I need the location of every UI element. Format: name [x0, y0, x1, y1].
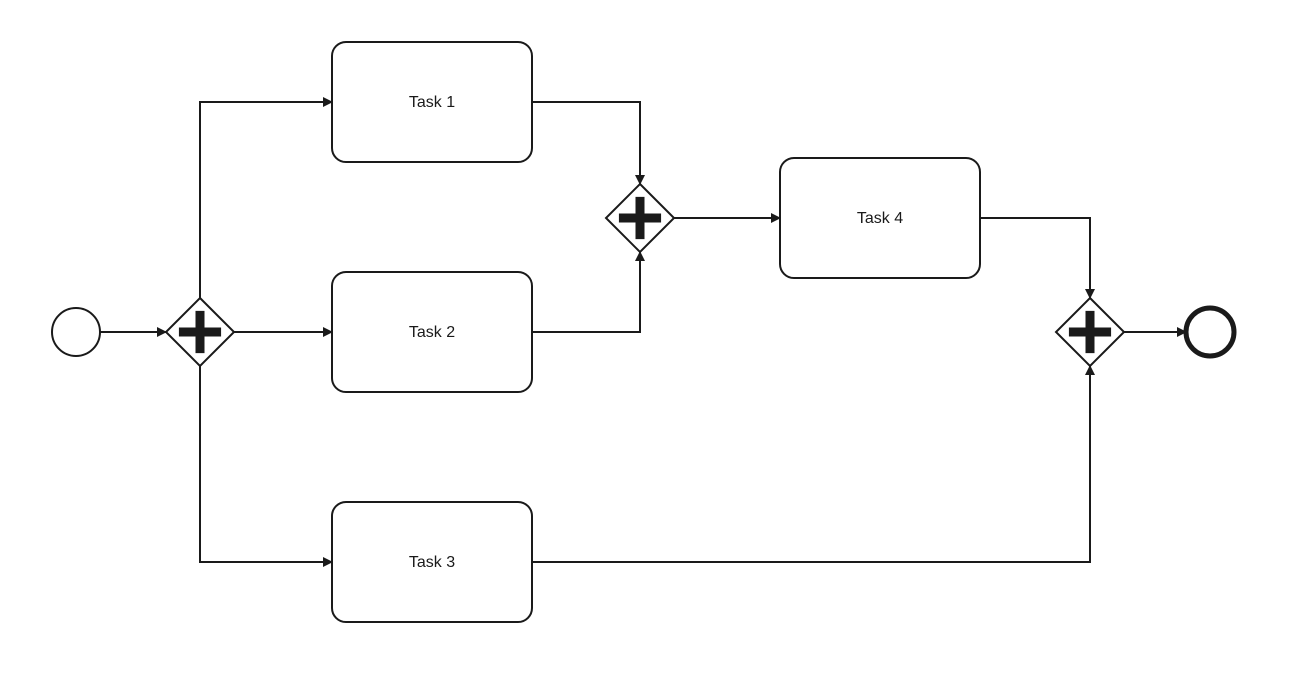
- sequence-flow: [532, 366, 1090, 562]
- sequence-flow: [200, 102, 332, 298]
- parallel-gateway: [166, 298, 234, 366]
- task-label: Task 1: [409, 94, 455, 111]
- sequence-flow: [200, 366, 332, 562]
- parallel-gateway: [606, 184, 674, 252]
- sequence-flow: [532, 252, 640, 332]
- task-label: Task 2: [409, 324, 455, 341]
- end-event: [1186, 308, 1234, 356]
- parallel-gateway: [1056, 298, 1124, 366]
- task-label: Task 3: [409, 554, 455, 571]
- sequence-flow: [532, 102, 640, 184]
- bpmn-diagram: Task 1 Task 2 Task 3 Task 4: [0, 0, 1314, 678]
- start-event: [52, 308, 100, 356]
- sequence-flow: [980, 218, 1090, 298]
- task-label: Task 4: [857, 210, 903, 227]
- task-node: Task 1: [332, 42, 532, 162]
- task-node: Task 2: [332, 272, 532, 392]
- task-node: Task 4: [780, 158, 980, 278]
- task-node: Task 3: [332, 502, 532, 622]
